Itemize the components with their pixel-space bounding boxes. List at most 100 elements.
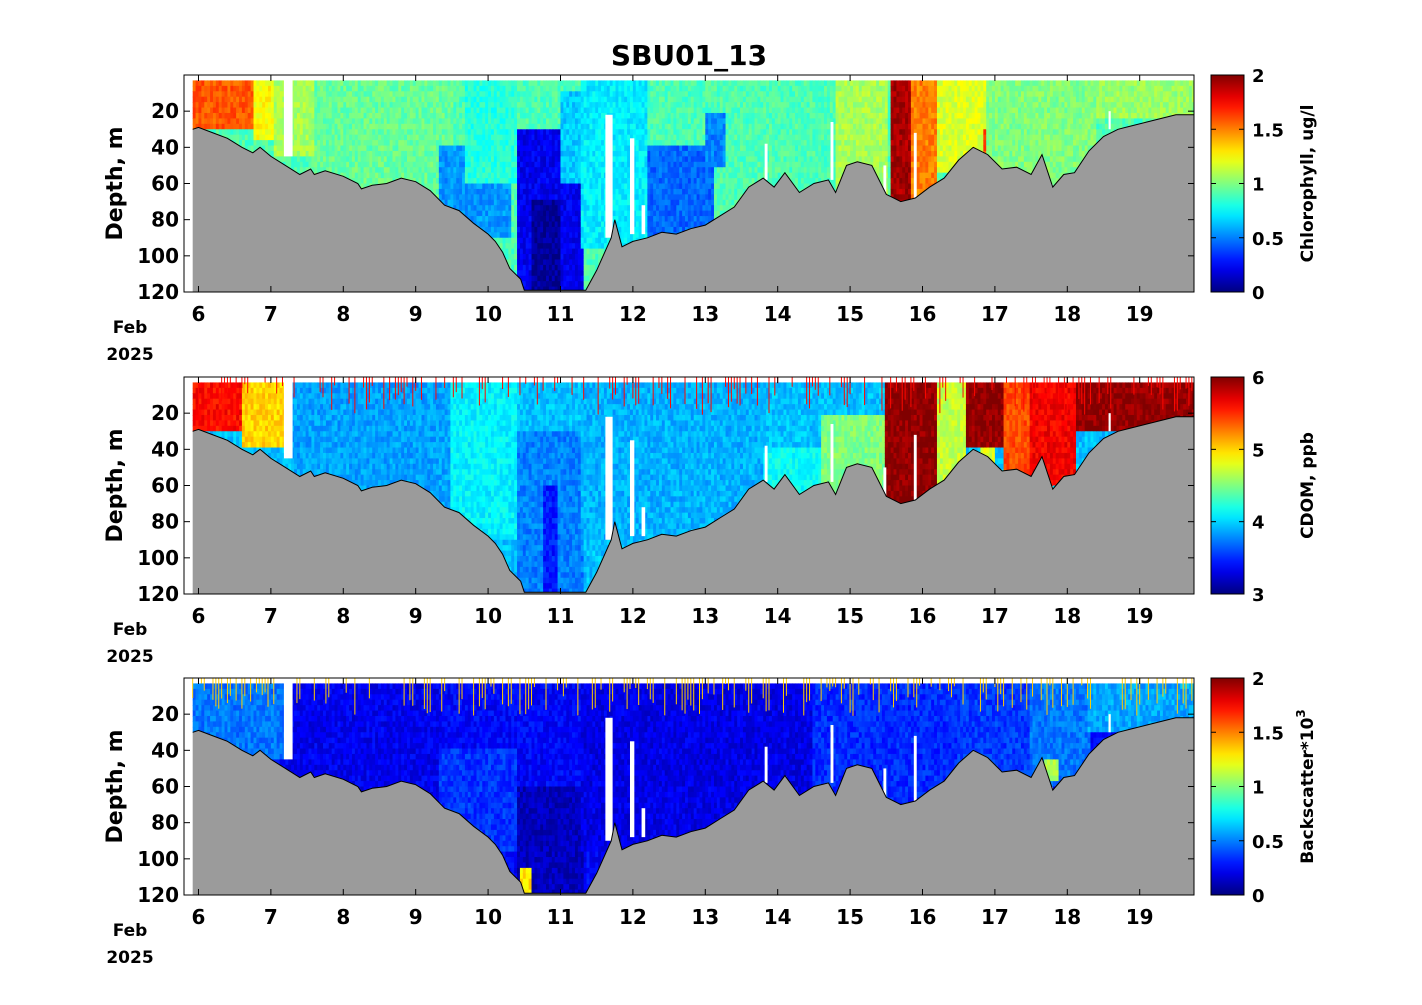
data-gap [629, 138, 635, 235]
y-tick-label: 20 [151, 401, 179, 425]
data-gap [883, 768, 887, 805]
x-tick-label: 17 [981, 905, 1009, 929]
colorbar-tick-label: 6 [1252, 368, 1265, 389]
x-tick-label: 10 [474, 302, 502, 326]
figure-title: SBU01_13 [611, 39, 767, 72]
colorbar-tick-label: 1.5 [1252, 120, 1284, 141]
colorbar-tick-label: 0 [1252, 283, 1265, 304]
colorbar-tick-label: 5 [1252, 440, 1265, 461]
x-tick-label: 8 [336, 302, 350, 326]
x-tick-label: 15 [836, 905, 864, 929]
seafloor-area [192, 416, 1194, 594]
date-label: 2025 [106, 948, 153, 968]
y-tick-label: 40 [151, 135, 179, 159]
data-gap [913, 434, 917, 500]
y-tick-label: 100 [137, 847, 179, 871]
x-tick-label: 16 [909, 604, 937, 628]
colorbar: 0 0.5 1 1.5 2 Backscatter*103 [1210, 669, 1318, 907]
y-tick-label: 40 [151, 738, 179, 762]
data-gap [830, 725, 834, 783]
heatmap-cells [184, 678, 1194, 895]
x-tick-label: 18 [1053, 604, 1081, 628]
x-tick-label: 12 [619, 302, 647, 326]
data-gap [641, 507, 646, 537]
panel-1: 6 7 8 9 10 11 12 13 14 15 16 17 18 1920406080100120De… [103, 66, 1318, 365]
y-tick-label: 60 [151, 474, 179, 498]
x-tick-label: 6 [192, 604, 206, 628]
seafloor-line [192, 114, 1194, 291]
x-tick-label: 14 [764, 604, 792, 628]
x-tick-label: 6 [192, 302, 206, 326]
x-tick-label: 12 [619, 905, 647, 929]
date-label: 2025 [106, 345, 153, 365]
colorbar-label-superscript: 3 [1294, 709, 1308, 717]
y-tick-label: 40 [151, 437, 179, 461]
data-gap [641, 808, 646, 838]
data-gap [283, 377, 293, 459]
y-axis-label: Depth, m [103, 729, 128, 843]
colorbar-tick-label: 0.5 [1252, 832, 1284, 853]
y-tick-label: 100 [137, 546, 179, 570]
data-gap [913, 132, 917, 198]
colorbar-label: CDOM, ppb [1298, 432, 1318, 539]
data-gap [764, 143, 768, 180]
seafloor-area [192, 114, 1194, 292]
panel-3: 6 7 8 9 10 11 12 13 14 15 16 17 18 1920406080100120De… [103, 669, 1318, 968]
data-gap [605, 416, 613, 540]
seafloor-area [192, 717, 1194, 895]
colorbar-tick-label: 1.5 [1252, 723, 1284, 744]
y-tick-label: 100 [137, 244, 179, 268]
data-gap [283, 678, 293, 760]
data-gap [283, 75, 293, 157]
colorbar-label: Backscatter*103 [1294, 709, 1318, 864]
colorbar-tick-label: 3 [1252, 585, 1265, 606]
data-gap [764, 746, 768, 783]
x-tick-label: 7 [264, 905, 278, 929]
x-tick-label: 10 [474, 604, 502, 628]
colorbar-gradient [1210, 74, 1245, 293]
x-tick-label: 16 [909, 905, 937, 929]
x-tick-label: 17 [981, 302, 1009, 326]
colorbar-label-text: Backscatter*10 [1298, 717, 1318, 863]
x-tick-label: 6 [192, 905, 206, 929]
colorbar-gradient [1210, 376, 1245, 595]
x-tick-label: 18 [1053, 905, 1081, 929]
data-gap [641, 205, 646, 235]
y-tick-label: 20 [151, 702, 179, 726]
data-gap [883, 165, 887, 202]
colorbar-gradient [1210, 677, 1245, 896]
y-tick-label: 60 [151, 172, 179, 196]
colorbar-label: Chlorophyll, ug/l [1298, 105, 1318, 263]
x-tick-label: 9 [409, 302, 423, 326]
x-tick-label: 16 [909, 302, 937, 326]
colorbar-tick-label: 0.5 [1252, 229, 1284, 250]
x-tick-label: 15 [836, 302, 864, 326]
data-gap [913, 735, 917, 801]
colorbar-tick-label: 2 [1252, 669, 1265, 690]
data-gap [629, 741, 635, 838]
data-gap [629, 440, 635, 537]
colorbar-label-text: Chlorophyll, ug/l [1298, 105, 1318, 263]
date-label: Feb [113, 318, 148, 338]
colorbar: 0 0.5 1 1.5 2 Chlorophyll, ug/l [1210, 66, 1318, 304]
seafloor-line [192, 416, 1194, 593]
colorbar: 3 4 5 6 CDOM, ppb [1210, 368, 1318, 606]
y-axis-label: Depth, m [103, 126, 128, 240]
y-tick-label: 20 [151, 99, 179, 123]
x-tick-label: 12 [619, 604, 647, 628]
y-tick-label: 80 [151, 510, 179, 534]
date-label: Feb [113, 921, 148, 941]
x-tick-label: 8 [336, 905, 350, 929]
y-tick-label: 120 [137, 280, 179, 304]
y-axis-label: Depth, m [103, 428, 128, 542]
data-gap [1108, 413, 1111, 432]
x-tick-label: 15 [836, 604, 864, 628]
y-tick-label: 60 [151, 775, 179, 799]
data-gap [1108, 714, 1111, 733]
x-tick-label: 11 [547, 302, 575, 326]
data-gap [764, 445, 768, 482]
heatmap-cells [184, 377, 1194, 594]
data-gap [830, 424, 834, 482]
colorbar-tick-label: 2 [1252, 66, 1265, 87]
